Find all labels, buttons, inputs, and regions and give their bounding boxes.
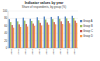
bar	[30, 19, 31, 48]
bar	[27, 27, 28, 48]
bar	[75, 21, 76, 48]
bar	[17, 21, 18, 48]
legend-swatch	[80, 20, 82, 22]
bar	[55, 24, 56, 48]
bar	[47, 22, 48, 48]
bar	[68, 21, 69, 48]
bar	[45, 20, 46, 48]
legend-label: Group A	[83, 19, 93, 23]
x-tick-label: 2013	[31, 48, 34, 54]
legend-swatch	[80, 25, 82, 27]
bar	[41, 25, 42, 48]
bars	[9, 16, 78, 48]
x-tick-label: 2011	[17, 48, 20, 54]
bar	[19, 24, 20, 48]
x-tick-label: 2016	[52, 48, 55, 54]
legend-label: Group C	[83, 29, 93, 33]
grid-line	[8, 11, 78, 12]
legend-swatch	[80, 30, 82, 32]
bar	[72, 16, 73, 48]
bar	[61, 21, 62, 48]
legend-label: Group D	[83, 34, 93, 38]
y-tick-label: 60	[4, 24, 7, 28]
y-tick-label: 40	[4, 31, 7, 35]
bar	[54, 22, 55, 48]
y-axis	[8, 11, 9, 48]
x-tick-label: 2012	[24, 48, 27, 54]
bar	[38, 20, 39, 48]
bar	[51, 17, 52, 48]
bar	[59, 19, 60, 48]
bar	[20, 27, 21, 48]
legend-swatch	[80, 35, 82, 37]
bar	[62, 24, 63, 48]
y-tick-label: 0	[6, 46, 8, 50]
bar	[26, 24, 27, 48]
x-tick-label: 2018	[66, 48, 69, 54]
x-tick-label: 2015	[45, 48, 48, 54]
bar	[31, 21, 32, 48]
bar	[24, 21, 25, 48]
bar	[9, 19, 10, 48]
bar	[10, 22, 11, 48]
chart: Indicator values by yearShare of respond…	[0, 0, 100, 61]
bar	[66, 18, 67, 48]
bar	[13, 28, 14, 48]
y-tick-label: 100	[3, 9, 8, 13]
bar	[58, 16, 59, 48]
bar	[40, 23, 41, 48]
grid-line	[8, 18, 78, 19]
x-tick-label: 2010	[10, 48, 13, 54]
y-tick-label: 20	[4, 39, 7, 43]
x-tick-label: 2017	[59, 48, 62, 54]
bar	[33, 24, 34, 48]
legend-label: Group B	[83, 24, 93, 28]
bar	[34, 26, 35, 48]
bar	[12, 25, 13, 48]
bar	[76, 23, 77, 48]
bar	[65, 17, 66, 48]
bar	[69, 23, 70, 48]
bar	[52, 19, 53, 48]
bar	[16, 18, 17, 48]
x-tick-label: 2019	[73, 48, 76, 54]
bar	[73, 18, 74, 48]
bar	[37, 17, 38, 48]
bar	[48, 25, 49, 48]
subtitle: Share of respondents, by group (%)	[22, 5, 66, 9]
y-tick-label: 80	[4, 16, 7, 20]
bar	[44, 17, 45, 48]
x-tick-label: 2014	[38, 48, 41, 54]
bar	[23, 18, 24, 48]
